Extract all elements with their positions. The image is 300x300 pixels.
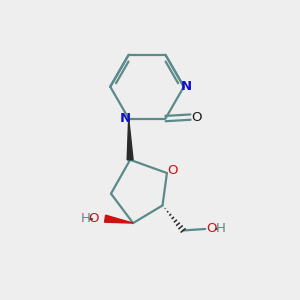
- Text: N: N: [120, 112, 131, 125]
- Polygon shape: [127, 118, 133, 160]
- Text: O: O: [89, 212, 99, 225]
- Text: O: O: [192, 111, 202, 124]
- Text: O: O: [167, 164, 178, 177]
- Polygon shape: [104, 215, 133, 223]
- Text: N: N: [181, 80, 192, 93]
- Text: O: O: [207, 223, 217, 236]
- Text: H: H: [216, 223, 226, 236]
- Text: H: H: [81, 212, 91, 225]
